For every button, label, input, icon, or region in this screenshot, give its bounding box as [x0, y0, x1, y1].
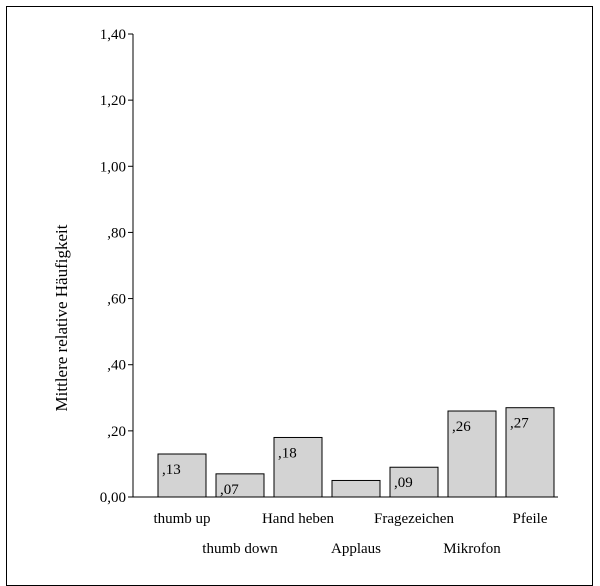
category-label: Applaus [331, 541, 381, 557]
y-tick-label: ,80 [107, 225, 126, 241]
y-ticks: 0,00 ,20 ,40 ,60 ,80 1,00 1,20 1,40 [100, 27, 133, 506]
bars [157, 407, 555, 498]
bar [447, 410, 497, 498]
y-tick-label: 1,20 [100, 93, 126, 109]
category-label: Mikrofon [443, 541, 501, 557]
category-label: thumb down [202, 541, 278, 557]
category-label: Fragezeichen [374, 511, 454, 527]
y-tick-label: 0,00 [100, 490, 126, 506]
y-tick-label: ,20 [107, 424, 126, 440]
bar [157, 453, 207, 498]
bar [215, 473, 265, 498]
bar-chart: Mittlere relative Häufigkeit 0,00 ,20 ,40,… [52, 27, 558, 557]
bar [331, 479, 381, 498]
bar [389, 466, 439, 498]
data-label: ,09 [394, 475, 413, 491]
data-label: ,26 [452, 419, 471, 435]
category-label: Pfeile [513, 511, 548, 527]
y-tick-label: 1,40 [100, 27, 126, 43]
data-label: ,13 [162, 462, 181, 478]
y-tick-label: ,40 [107, 358, 126, 374]
data-labels: ,13 ,07 ,18 ,09 ,26 ,27 [162, 416, 529, 498]
data-label: ,27 [510, 416, 529, 432]
bar [505, 407, 555, 498]
data-label: ,07 [220, 482, 239, 498]
y-tick-label: 1,00 [100, 159, 126, 175]
category-labels: thumb up thumb down Hand heben Applaus Frage… [153, 511, 547, 557]
y-axis-title: Mittlere relative Häufigkeit [52, 224, 71, 411]
category-label: Hand heben [262, 511, 335, 527]
bar [273, 436, 323, 498]
y-tick-label: ,60 [107, 292, 126, 308]
data-label: ,18 [278, 445, 297, 461]
category-label: thumb up [153, 511, 210, 527]
